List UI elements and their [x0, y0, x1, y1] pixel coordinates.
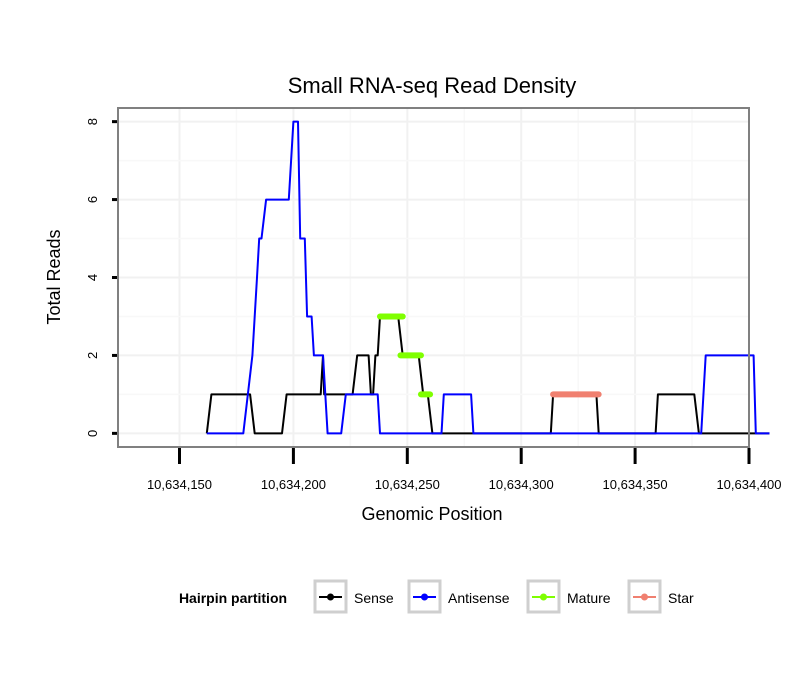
y-axis: 0 2 4 6 8 [85, 118, 117, 437]
series-line-sense [205, 315, 770, 435]
legend-item-antisense: Antisense [407, 579, 510, 614]
y-tick-label: 8 [85, 118, 100, 125]
x-tick-label: 10,634,350 [603, 477, 668, 492]
chart-title: Small RNA-seq Read Density [288, 73, 577, 98]
legend-key-dot [327, 593, 334, 601]
y-tick-label: 0 [85, 430, 100, 437]
series-line-antisense [206, 120, 770, 435]
x-tick-label: 10,634,250 [375, 477, 440, 492]
legend-title: Hairpin partition [179, 590, 287, 606]
legend-label-mature: Mature [567, 590, 611, 606]
legend-item-mature: Mature [526, 579, 611, 614]
plot-panel-border [117, 107, 750, 448]
x-axis-title: Genomic Position [361, 504, 502, 524]
series-group [205, 120, 770, 435]
legend: Hairpin partition Sense Antisense Mature St… [179, 579, 694, 614]
grid-lines [118, 108, 750, 447]
y-tick-label: 4 [85, 274, 100, 281]
x-tick-label: 10,634,300 [489, 477, 554, 492]
legend-label-sense: Sense [354, 590, 394, 606]
x-tick-label: 10,634,400 [716, 477, 781, 492]
legend-key-dot [421, 593, 428, 601]
y-axis-title: Total Reads [44, 229, 64, 324]
x-tick-label: 10,634,200 [261, 477, 326, 492]
legend-key-dot [540, 593, 547, 601]
legend-key-dot [641, 593, 648, 601]
x-tick-label: 10,634,150 [147, 477, 212, 492]
legend-item-star: Star [627, 579, 694, 614]
x-axis: 10,634,150 10,634,200 10,634,250 10,634,300… [147, 448, 782, 492]
y-tick-label: 2 [85, 352, 100, 359]
legend-label-star: Star [668, 590, 694, 606]
legend-item-sense: Sense [313, 579, 394, 614]
y-tick-label: 6 [85, 196, 100, 203]
legend-label-antisense: Antisense [448, 590, 510, 606]
